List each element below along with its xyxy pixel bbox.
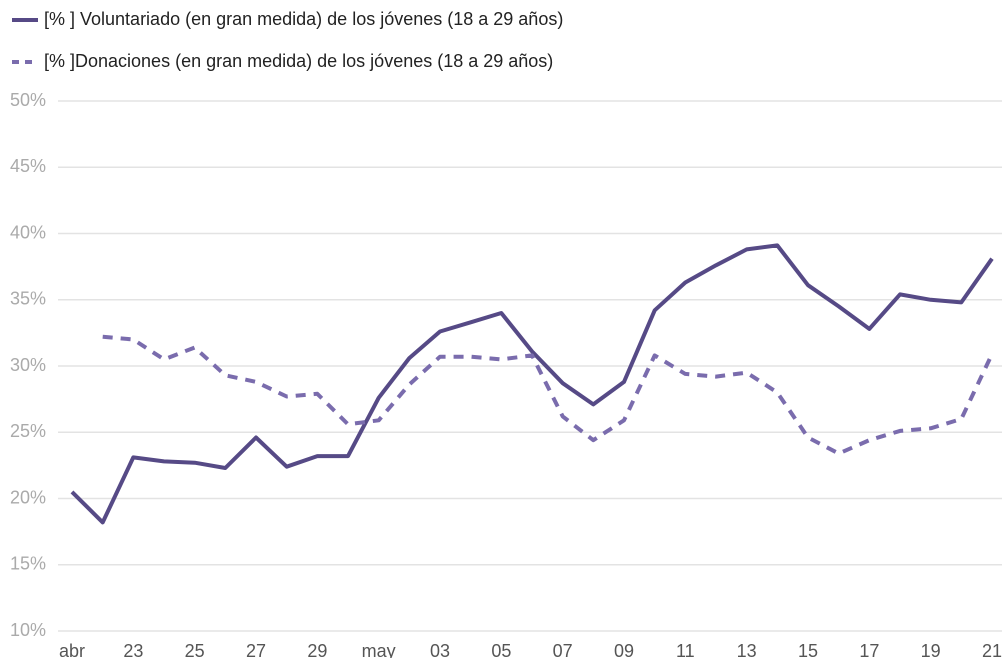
x-tick-label: 25 bbox=[185, 641, 205, 658]
legend-label: [% ] Voluntariado (en gran medida) de lo… bbox=[44, 9, 563, 29]
x-tick-label: 11 bbox=[676, 641, 695, 658]
y-tick-label: 35% bbox=[10, 289, 46, 309]
y-tick-label: 50% bbox=[10, 90, 46, 110]
legend-label: [% ]Donaciones (en gran medida) de los j… bbox=[44, 51, 553, 71]
line-series bbox=[102, 334, 994, 456]
y-tick-label: 30% bbox=[10, 355, 46, 375]
y-tick-label: 40% bbox=[10, 222, 46, 242]
y-tick-label: 15% bbox=[10, 554, 46, 574]
x-tick-label: abr bbox=[59, 641, 85, 658]
x-tick-label: 17 bbox=[859, 641, 879, 658]
y-tick-label: 45% bbox=[10, 156, 46, 176]
x-tick-label: may bbox=[362, 641, 396, 658]
y-tick-label: 10% bbox=[10, 620, 46, 640]
x-tick-label: 05 bbox=[491, 641, 511, 658]
y-tick-label: 25% bbox=[10, 421, 46, 441]
x-tick-label: 23 bbox=[123, 641, 143, 658]
x-tick-label: 03 bbox=[430, 641, 450, 658]
x-tick-label: 21 bbox=[982, 641, 1002, 658]
x-tick-label: 07 bbox=[553, 641, 573, 658]
x-tick-label: 27 bbox=[246, 641, 266, 658]
y-tick-label: 20% bbox=[10, 487, 46, 507]
x-tick-label: 19 bbox=[921, 641, 941, 658]
x-tick-label: 13 bbox=[737, 641, 757, 658]
x-tick-label: 29 bbox=[307, 641, 327, 658]
x-tick-label: 09 bbox=[614, 641, 634, 658]
x-tick-label: 15 bbox=[798, 641, 818, 658]
line-series bbox=[70, 243, 994, 525]
